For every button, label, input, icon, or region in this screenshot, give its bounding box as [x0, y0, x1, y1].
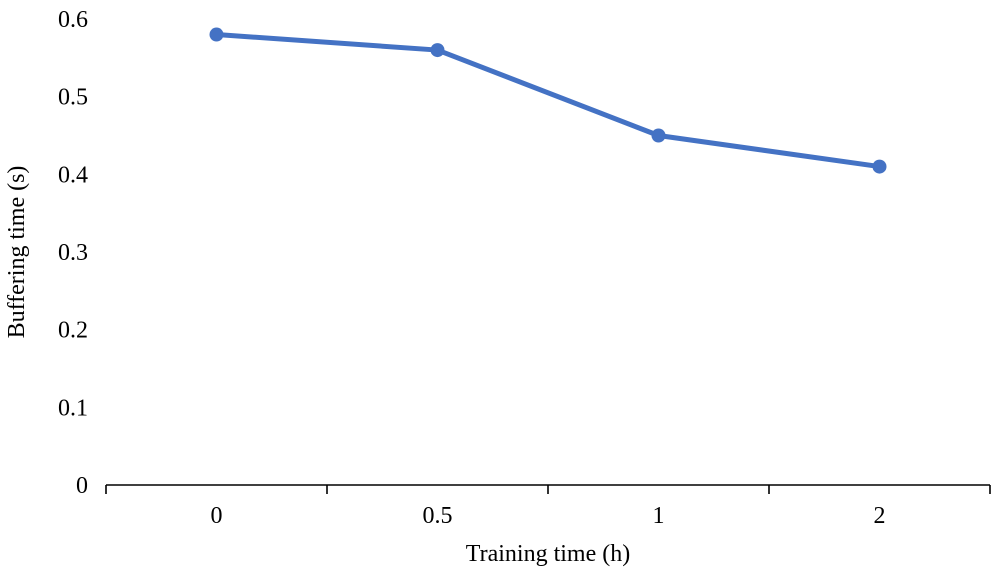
y-tick-label: 0 [76, 473, 88, 499]
x-tick-label: 2 [874, 503, 886, 529]
data-point [651, 128, 666, 143]
y-tick-label: 0.6 [58, 7, 88, 33]
y-axis-title: Buffering time (s) [4, 166, 30, 339]
y-axis-ticks: 0 0.1 0.2 0.3 0.4 0.5 0.6 [58, 7, 88, 499]
data-point [209, 27, 224, 42]
y-tick-label: 0.3 [58, 240, 88, 266]
series-line [214, 32, 882, 170]
x-tick-label: 1 [653, 503, 665, 529]
data-point [872, 159, 887, 174]
y-tick-label: 0.5 [58, 85, 88, 111]
y-tick-label: 0.2 [58, 318, 88, 344]
series-group [209, 27, 887, 174]
x-tick-label: 0.5 [423, 503, 453, 529]
x-tick-label: 0 [211, 503, 223, 529]
y-tick-label: 0.1 [58, 395, 88, 421]
x-axis-title: Training time (h) [466, 541, 630, 567]
y-tick-label: 0.4 [58, 162, 88, 188]
data-point [430, 43, 445, 58]
x-axis-ticks: 0 0.5 1 2 [105, 485, 991, 529]
